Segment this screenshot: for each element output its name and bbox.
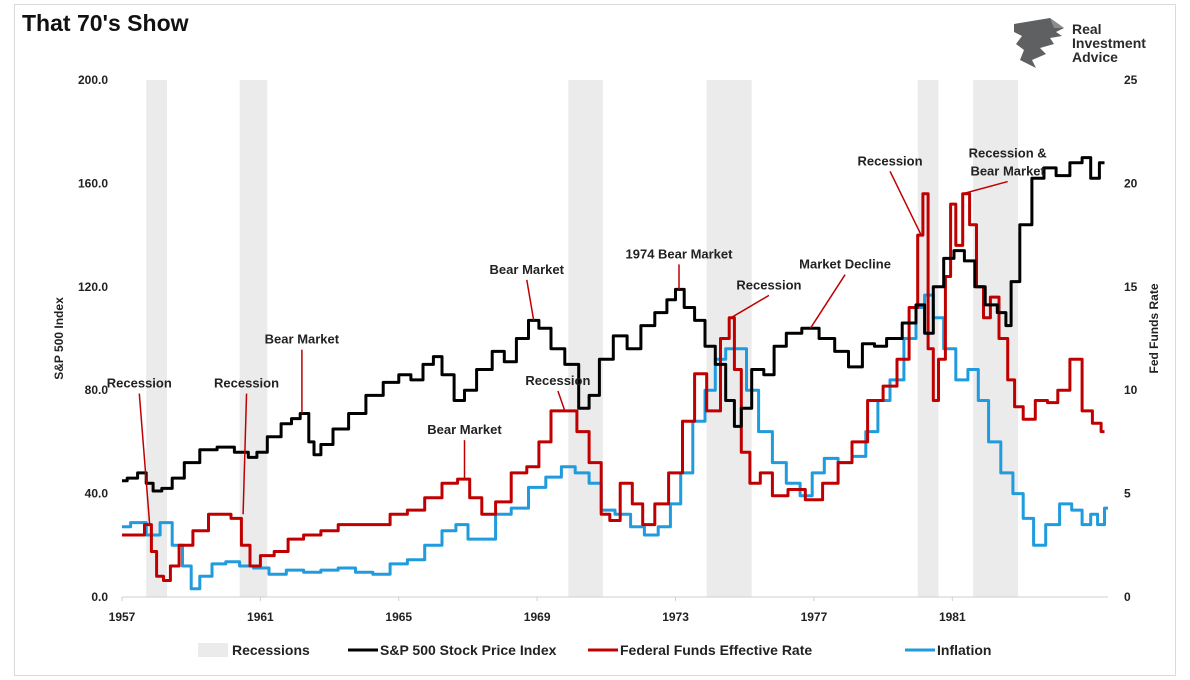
legend-label: Inflation bbox=[937, 642, 991, 658]
annotation-label: Recession & bbox=[969, 146, 1047, 161]
recession-band bbox=[973, 80, 1019, 597]
chart-title: That 70's Show bbox=[22, 10, 189, 36]
series-line-s-p-500-stock-price-index bbox=[122, 156, 1105, 493]
legend-swatch-recessions bbox=[198, 643, 228, 657]
y-left-tick-label: 200.0 bbox=[78, 73, 108, 87]
y-right-tick-label: 25 bbox=[1124, 73, 1138, 87]
y-right-tick-label: 20 bbox=[1124, 176, 1138, 190]
annotation-leader bbox=[962, 180, 1008, 195]
recession-band bbox=[146, 80, 167, 597]
y-right-tick-label: 5 bbox=[1124, 487, 1131, 501]
y-left-tick-label: 0.0 bbox=[91, 590, 108, 604]
annotation-label: Market Decline bbox=[799, 257, 891, 272]
annotation-label: 1974 Bear Market bbox=[626, 246, 734, 261]
annotation-label: Bear Market bbox=[265, 332, 340, 347]
recession-band bbox=[239, 80, 268, 597]
annotation-leader bbox=[557, 390, 566, 412]
eagle-icon bbox=[1014, 18, 1064, 68]
x-tick-label: 1969 bbox=[524, 610, 551, 624]
legend-label: S&P 500 Stock Price Index bbox=[380, 642, 557, 658]
y-right-axis-label: Fed Funds Rate bbox=[1147, 283, 1161, 373]
logo: Real Investment Advice bbox=[1010, 14, 1160, 70]
legend-label: Recessions bbox=[232, 642, 310, 658]
y-right-tick-label: 0 bbox=[1124, 590, 1131, 604]
y-left-axis-label: S&P 500 Index bbox=[52, 297, 66, 380]
annotation-label: Bear Market bbox=[490, 262, 565, 277]
x-tick-label: 1957 bbox=[109, 610, 136, 624]
y-left-tick-label: 120.0 bbox=[78, 280, 108, 294]
x-tick-label: 1973 bbox=[662, 610, 689, 624]
y-left-tick-label: 80.0 bbox=[85, 383, 109, 397]
x-tick-label: 1961 bbox=[247, 610, 274, 624]
annotation-label: Bear Market bbox=[970, 164, 1045, 179]
y-right-tick-label: 10 bbox=[1124, 383, 1138, 397]
y-left-tick-label: 160.0 bbox=[78, 176, 108, 190]
annotation-leader bbox=[889, 170, 922, 236]
y-left-tick-label: 40.0 bbox=[85, 487, 109, 501]
series-line-federal-funds-effective-rate bbox=[122, 192, 1105, 582]
annotation-leader bbox=[730, 294, 770, 319]
annotation-label: Recession bbox=[107, 376, 172, 391]
annotation-label: Recession bbox=[214, 376, 279, 391]
x-tick-label: 1981 bbox=[939, 610, 966, 624]
y-right-tick-label: 15 bbox=[1124, 280, 1138, 294]
logo-text-line1: Real bbox=[1072, 21, 1102, 37]
annotation-leader bbox=[526, 279, 535, 321]
x-tick-label: 1965 bbox=[385, 610, 412, 624]
x-tick-label: 1977 bbox=[801, 610, 828, 624]
annotation-label: Bear Market bbox=[427, 422, 502, 437]
annotation-label: Recession bbox=[736, 277, 801, 292]
annotation-label: Recession bbox=[858, 153, 923, 168]
recession-band bbox=[568, 80, 603, 597]
annotation-leader bbox=[138, 393, 151, 525]
annotation-leader bbox=[242, 393, 248, 515]
logo-text-line3: Advice bbox=[1072, 49, 1118, 65]
logo-text-line2: Investment bbox=[1072, 35, 1146, 51]
series-line-inflation bbox=[122, 293, 1108, 591]
annotation-label: Recession bbox=[525, 373, 590, 388]
annotation-leader bbox=[809, 274, 846, 329]
legend-label: Federal Funds Effective Rate bbox=[620, 642, 812, 658]
